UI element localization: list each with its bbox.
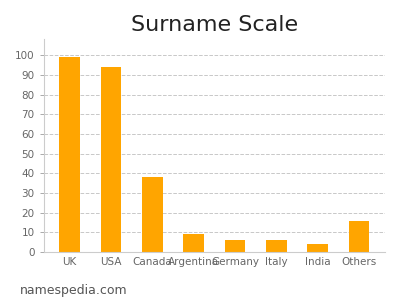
Bar	[59, 57, 80, 252]
Text: namespedia.com: namespedia.com	[20, 284, 128, 297]
Bar	[349, 220, 370, 252]
Bar	[183, 234, 204, 252]
Bar	[308, 244, 328, 252]
Bar	[225, 240, 245, 252]
Bar	[100, 67, 121, 252]
Bar	[266, 240, 287, 252]
Title: Surname Scale: Surname Scale	[131, 15, 298, 35]
Bar	[142, 177, 163, 252]
